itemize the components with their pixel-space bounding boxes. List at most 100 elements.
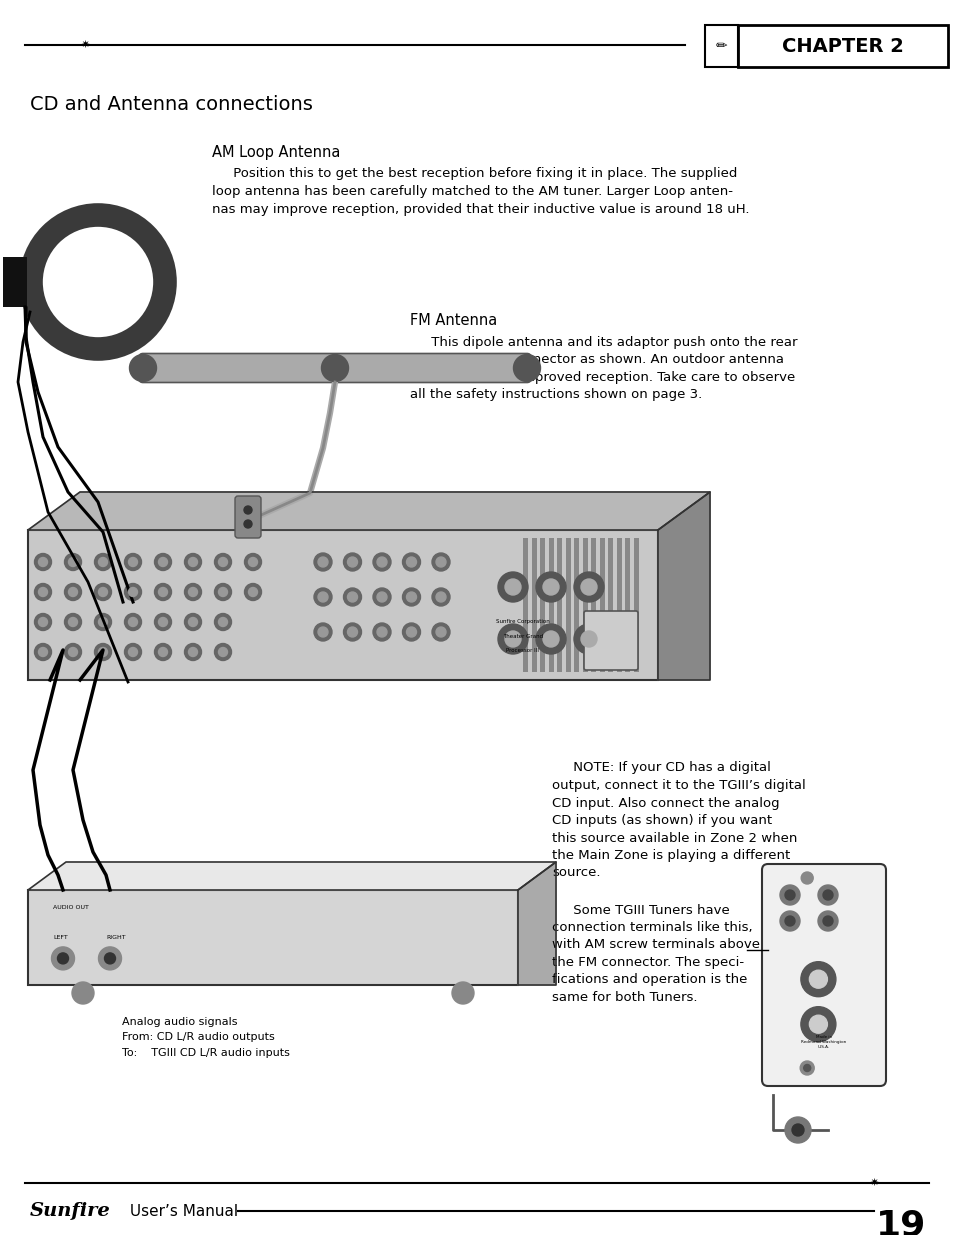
Circle shape xyxy=(154,583,172,600)
Circle shape xyxy=(125,553,141,571)
Circle shape xyxy=(406,592,416,601)
Circle shape xyxy=(98,557,108,567)
Polygon shape xyxy=(517,862,556,986)
Circle shape xyxy=(580,631,597,647)
Text: RIGHT: RIGHT xyxy=(106,935,126,940)
Circle shape xyxy=(154,553,172,571)
FancyBboxPatch shape xyxy=(557,538,561,672)
Circle shape xyxy=(98,947,121,969)
Circle shape xyxy=(69,588,77,597)
Circle shape xyxy=(214,553,232,571)
Circle shape xyxy=(214,614,232,631)
Circle shape xyxy=(218,647,227,657)
Circle shape xyxy=(432,553,450,571)
Circle shape xyxy=(158,588,168,597)
FancyBboxPatch shape xyxy=(633,538,638,672)
Text: AM Loop Antenna: AM Loop Antenna xyxy=(212,144,340,159)
Circle shape xyxy=(343,588,361,606)
Circle shape xyxy=(436,592,446,601)
Circle shape xyxy=(402,553,420,571)
Circle shape xyxy=(817,911,837,931)
Circle shape xyxy=(98,647,108,657)
Circle shape xyxy=(94,614,112,631)
Circle shape xyxy=(71,982,94,1004)
Text: panel’s F-type connector as shown. An outdoor antenna: panel’s F-type connector as shown. An ou… xyxy=(410,353,783,366)
Circle shape xyxy=(801,1007,835,1041)
Circle shape xyxy=(189,618,197,626)
Text: fications and operation is the: fications and operation is the xyxy=(552,973,746,987)
Circle shape xyxy=(822,890,832,900)
Text: ✷: ✷ xyxy=(868,1178,878,1188)
Circle shape xyxy=(784,1116,810,1144)
Circle shape xyxy=(248,557,257,567)
Circle shape xyxy=(94,553,112,571)
Circle shape xyxy=(65,614,81,631)
Circle shape xyxy=(69,618,77,626)
FancyBboxPatch shape xyxy=(565,538,570,672)
Text: the FM connector. The speci-: the FM connector. The speci- xyxy=(552,956,743,969)
FancyBboxPatch shape xyxy=(574,538,578,672)
Circle shape xyxy=(802,1065,810,1072)
Circle shape xyxy=(154,643,172,661)
Text: connection terminals like this,: connection terminals like this, xyxy=(552,921,752,934)
Circle shape xyxy=(248,588,257,597)
Circle shape xyxy=(822,916,832,926)
FancyBboxPatch shape xyxy=(539,538,544,672)
Text: NOTE: If your CD has a digital: NOTE: If your CD has a digital xyxy=(552,762,770,774)
Circle shape xyxy=(504,579,520,595)
Circle shape xyxy=(343,622,361,641)
Circle shape xyxy=(189,647,197,657)
Text: can be used for improved reception. Take care to observe: can be used for improved reception. Take… xyxy=(410,370,795,384)
FancyBboxPatch shape xyxy=(3,257,27,308)
Text: Sunfire: Sunfire xyxy=(30,1202,111,1220)
Text: User’s Manual: User’s Manual xyxy=(125,1203,238,1219)
Circle shape xyxy=(347,557,357,567)
Circle shape xyxy=(34,614,51,631)
FancyBboxPatch shape xyxy=(590,538,596,672)
Text: CD inputs (as shown) if you want: CD inputs (as shown) if you want xyxy=(552,814,771,827)
Text: Sunfire Corporation: Sunfire Corporation xyxy=(496,620,549,625)
Circle shape xyxy=(432,588,450,606)
Circle shape xyxy=(317,592,328,601)
Circle shape xyxy=(218,557,227,567)
Circle shape xyxy=(504,631,520,647)
Circle shape xyxy=(244,553,261,571)
Circle shape xyxy=(129,557,137,567)
Circle shape xyxy=(38,588,48,597)
Text: same for both Tuners.: same for both Tuners. xyxy=(552,990,697,1004)
Circle shape xyxy=(218,618,227,626)
Circle shape xyxy=(129,618,137,626)
Text: From: CD L/R audio outputs: From: CD L/R audio outputs xyxy=(122,1032,274,1042)
Circle shape xyxy=(784,916,794,926)
Circle shape xyxy=(817,885,837,905)
Circle shape xyxy=(780,911,800,931)
Text: LEFT: LEFT xyxy=(53,935,68,940)
Circle shape xyxy=(158,647,168,657)
Circle shape xyxy=(218,588,227,597)
Circle shape xyxy=(34,553,51,571)
Circle shape xyxy=(780,885,800,905)
FancyBboxPatch shape xyxy=(616,538,620,672)
Text: the Main Zone is playing a different: the Main Zone is playing a different xyxy=(552,848,789,862)
FancyBboxPatch shape xyxy=(28,890,517,986)
FancyBboxPatch shape xyxy=(522,538,527,672)
Circle shape xyxy=(244,506,252,514)
Text: source.: source. xyxy=(552,867,599,879)
FancyBboxPatch shape xyxy=(234,496,261,538)
Circle shape xyxy=(94,643,112,661)
FancyBboxPatch shape xyxy=(761,864,885,1086)
Circle shape xyxy=(808,971,826,988)
Circle shape xyxy=(184,614,201,631)
Text: with AM screw terminals above: with AM screw terminals above xyxy=(552,939,760,951)
Text: loop antenna has been carefully matched to the AM tuner. Larger Loop anten-: loop antenna has been carefully matched … xyxy=(212,185,732,198)
Text: output, connect it to the TGIII’s digital: output, connect it to the TGIII’s digita… xyxy=(552,779,805,792)
Circle shape xyxy=(406,557,416,567)
Circle shape xyxy=(214,643,232,661)
Circle shape xyxy=(497,624,527,655)
FancyBboxPatch shape xyxy=(624,538,629,672)
Circle shape xyxy=(125,643,141,661)
FancyBboxPatch shape xyxy=(704,25,738,67)
FancyBboxPatch shape xyxy=(738,25,947,67)
FancyBboxPatch shape xyxy=(548,538,553,672)
Circle shape xyxy=(791,1124,803,1136)
